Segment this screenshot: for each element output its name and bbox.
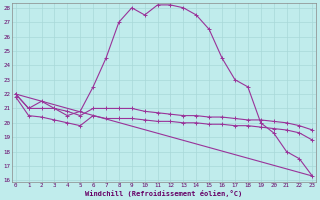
X-axis label: Windchill (Refroidissement éolien,°C): Windchill (Refroidissement éolien,°C) [85, 190, 243, 197]
